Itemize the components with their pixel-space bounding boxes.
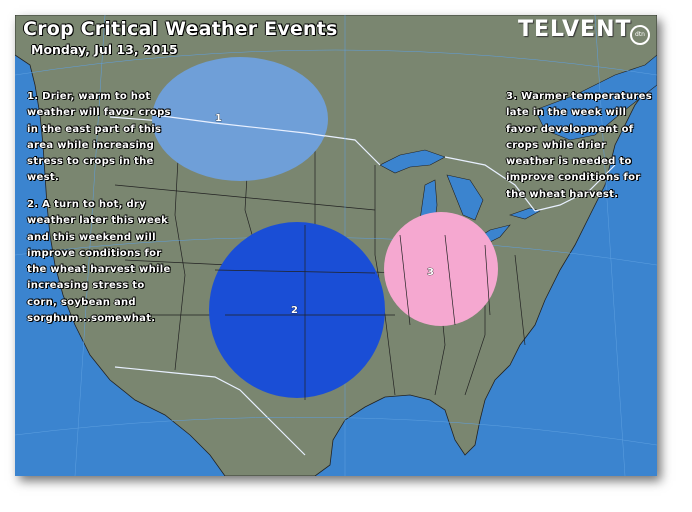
- dtn-logo-mark: dtn: [630, 25, 650, 45]
- area-3-note: 3. Warmer temperatures late in the week …: [506, 91, 652, 200]
- telvent-logo: TELVENT: [518, 17, 632, 42]
- lake-huron: [446, 174, 484, 221]
- area-3-circle: [384, 212, 498, 326]
- map-date: Monday, Jul 13, 2015: [31, 42, 178, 57]
- weather-map: 1 2 3 Crop Critical Weather Events Monda…: [15, 15, 657, 476]
- hudson-bay-area: [534, 54, 657, 141]
- area-1-border-line: [154, 114, 326, 137]
- area-2-label: 2: [291, 305, 298, 316]
- area-3-label: 3: [427, 267, 434, 278]
- area-1-label: 1: [215, 113, 222, 124]
- area-2-note: 2. A turn to hot, dry weather later this…: [27, 199, 171, 325]
- lake-superior: [379, 149, 446, 174]
- area-1-circle: [152, 57, 328, 181]
- area-2-circle: [209, 222, 385, 398]
- area-1-note: 1. Drier, warm to hot weather will favor…: [27, 91, 171, 184]
- lake-ontario: [508, 207, 541, 220]
- map-title: Crop Critical Weather Events: [23, 18, 338, 40]
- area-borders: [214, 225, 491, 400]
- map-canvas: 1 2 3: [15, 15, 657, 476]
- us-mexico-border: [114, 366, 306, 456]
